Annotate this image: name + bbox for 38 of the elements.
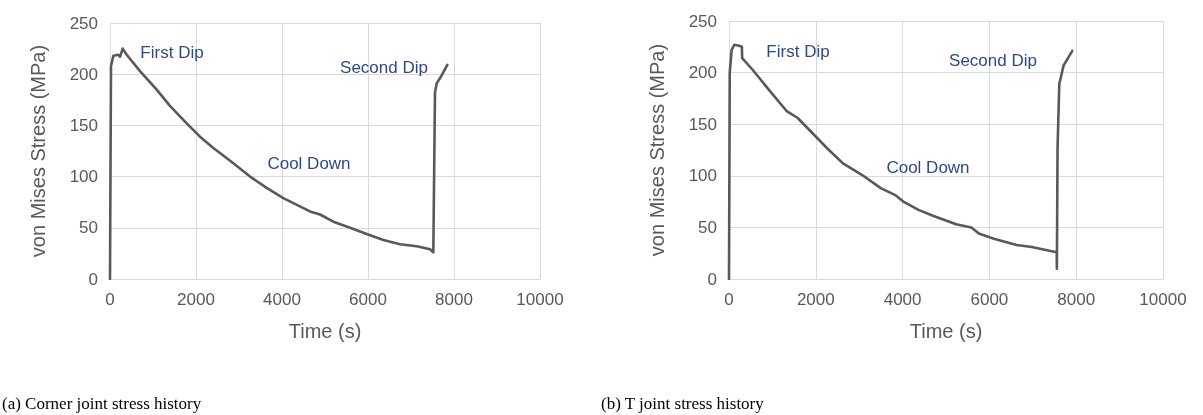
y-tick-label: 150 [69, 115, 98, 135]
line-series [108, 47, 449, 281]
x-tick-label: 10000 [1139, 290, 1187, 309]
x-tick-label: 6000 [970, 290, 1009, 309]
annotation: First Dip [140, 42, 204, 62]
x-axis-title: Time (s) [288, 320, 362, 342]
annotation: Cool Down [267, 153, 351, 173]
x-axis-title: Time (s) [909, 320, 983, 342]
y-tick-label: 0 [707, 269, 717, 289]
annotation: First Dip [766, 41, 830, 61]
y-tick-label: 100 [69, 167, 98, 187]
y-tick-label: 250 [69, 13, 98, 33]
x-tick-label: 2000 [796, 290, 835, 309]
annotation: Second Dip [340, 57, 428, 77]
x-tick-label: 8000 [435, 290, 473, 309]
y-tick-label: 50 [698, 217, 717, 237]
y-axis-title: von Mises Stress (MPa) [646, 43, 668, 257]
x-tick-label: 4000 [263, 290, 301, 309]
y-axis-title: von Mises Stress (MPa) [27, 44, 49, 258]
y-tick-label: 150 [688, 114, 717, 134]
y-tick-label: 200 [69, 64, 98, 84]
text: (a) Corner joint stress history [2, 394, 202, 413]
x-tick-label: 0 [724, 290, 734, 309]
x-tick-label: 2000 [177, 290, 215, 309]
x-tick-label: 4000 [883, 290, 922, 309]
annotation: Second Dip [949, 50, 1037, 70]
y-tick-label: 250 [688, 11, 717, 31]
x-tick-label: 10000 [516, 290, 564, 309]
line-series [727, 43, 1074, 281]
annotation: Cool Down [886, 157, 970, 177]
text: (b) T joint stress history [601, 394, 765, 413]
y-tick-label: 50 [79, 218, 98, 238]
x-tick-label: 0 [105, 290, 115, 309]
y-tick-label: 200 [688, 63, 717, 83]
y-tick-label: 0 [88, 269, 98, 289]
x-tick-label: 8000 [1057, 290, 1096, 309]
y-tick-label: 100 [688, 166, 717, 186]
x-tick-label: 6000 [349, 290, 387, 309]
